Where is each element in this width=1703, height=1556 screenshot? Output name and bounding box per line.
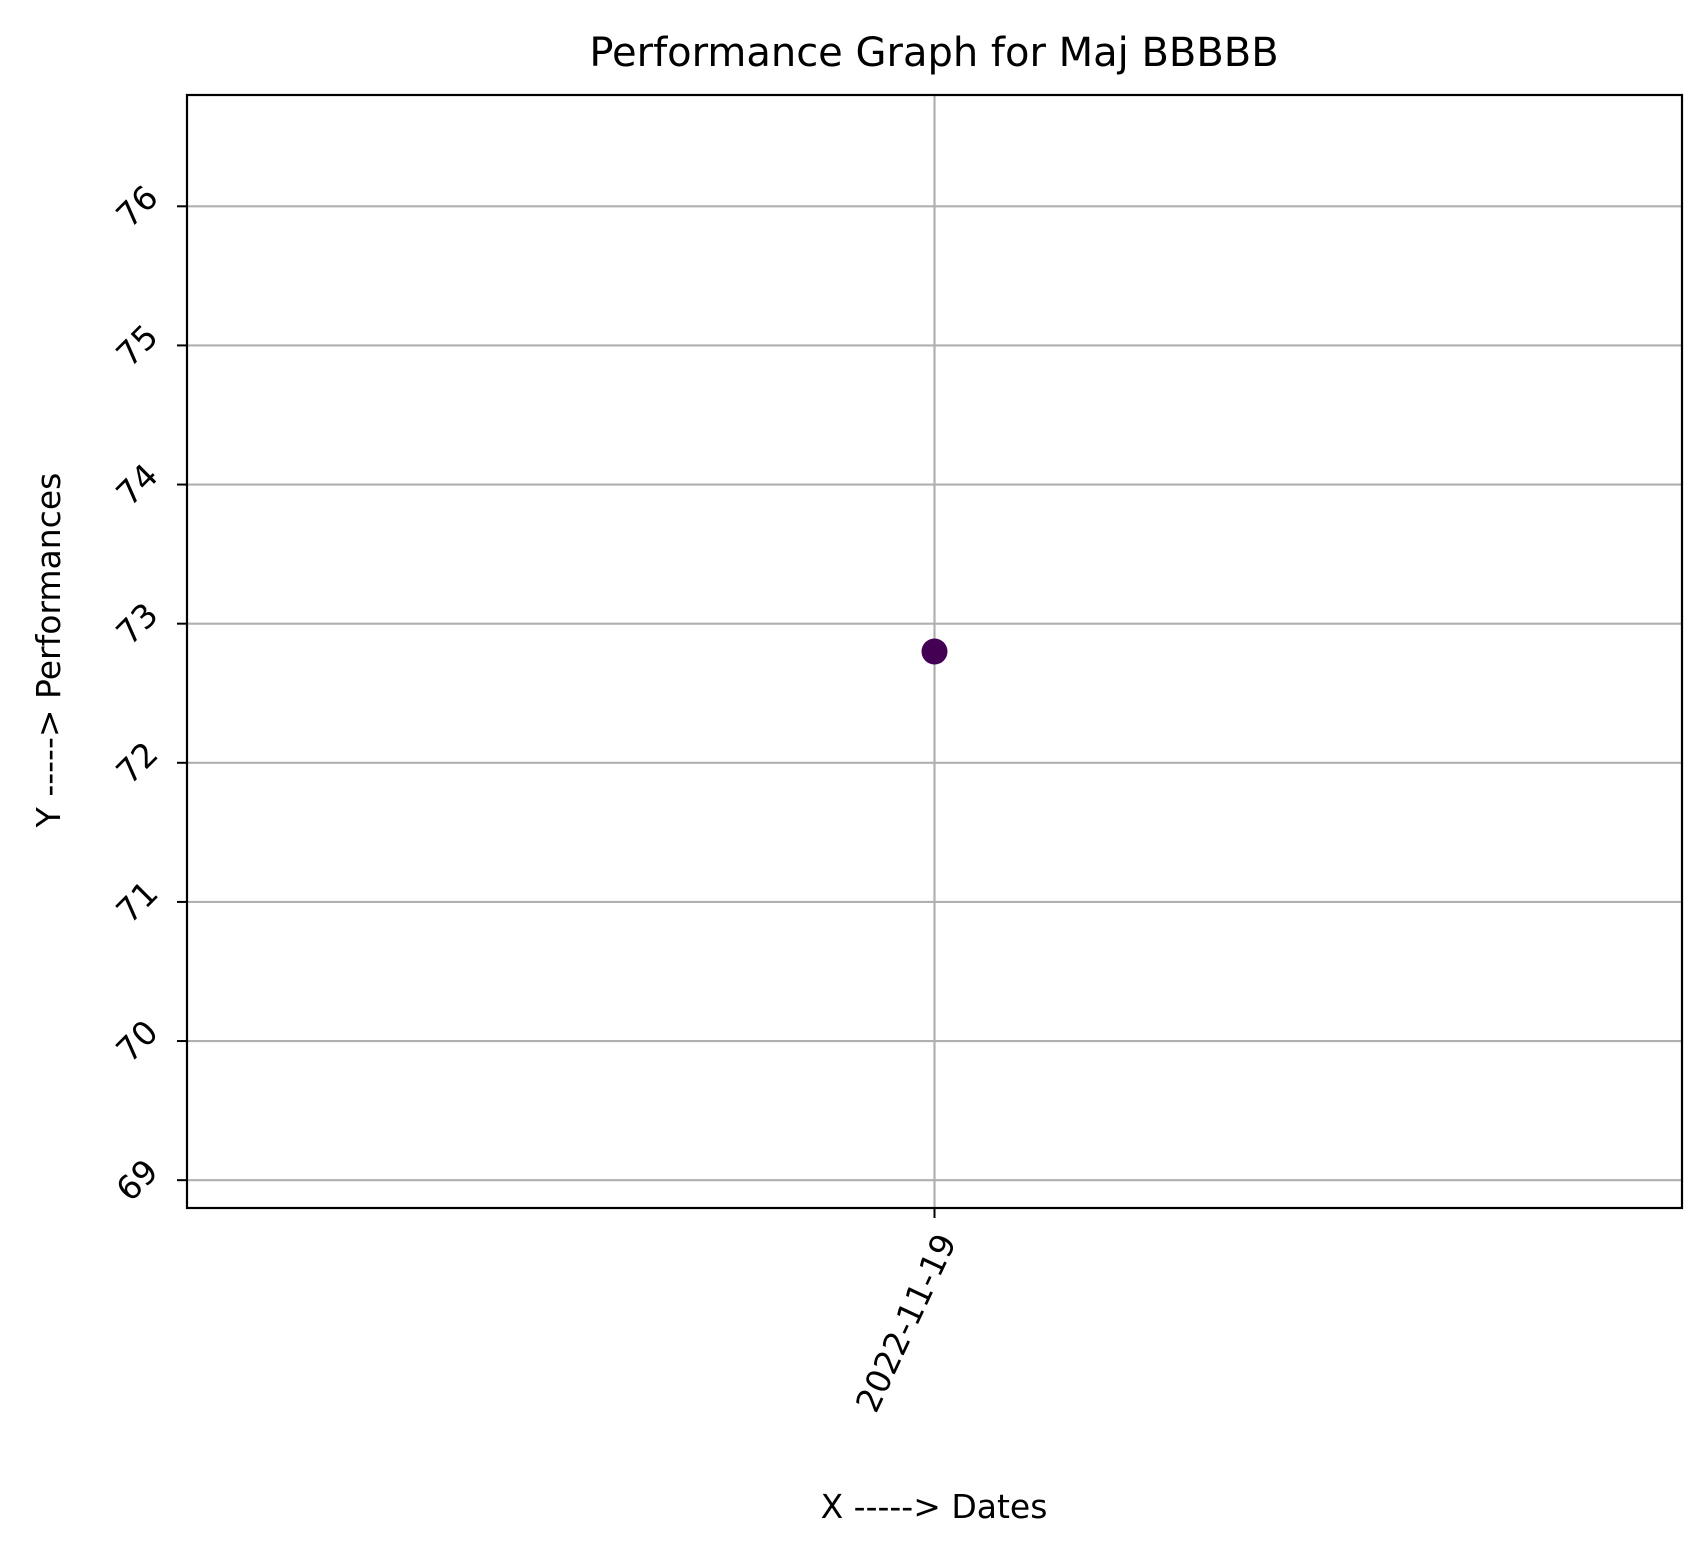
data-points: [921, 638, 948, 665]
x-axis-label: X -----> Dates: [821, 1487, 1048, 1526]
scatter-point: [921, 638, 948, 665]
chart-title: Performance Graph for Maj BBBBB: [589, 30, 1278, 76]
y-axis-label: Y -----> Performances: [29, 473, 68, 829]
